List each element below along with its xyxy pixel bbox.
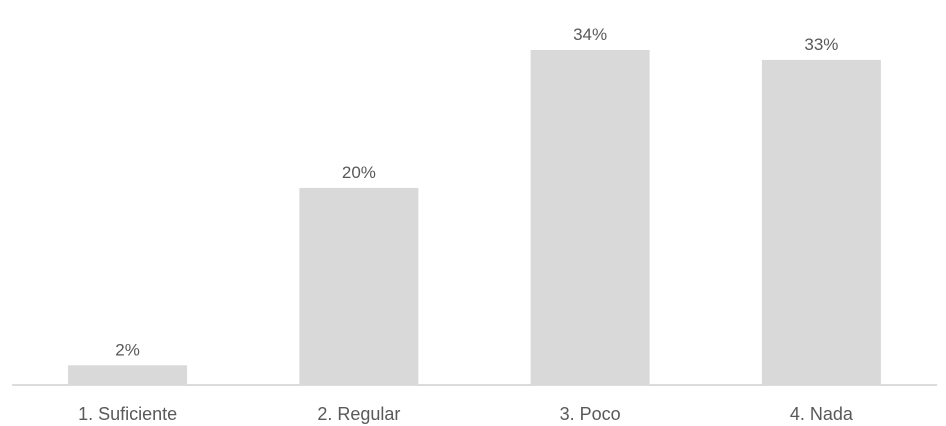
bar-2 [299,187,419,385]
category-label-1: 1. Suficiente [78,404,177,424]
category-label-2: 2. Regular [317,404,400,424]
data-label-3: 34% [573,25,607,44]
bar-4 [761,59,881,386]
data-labels-group: 2% 20% 34% 33% [115,25,838,359]
bar-1 [68,365,188,385]
data-label-2: 20% [342,163,376,182]
data-label-1: 2% [115,340,140,359]
bar-3 [530,50,650,385]
data-label-4: 33% [804,35,838,54]
bars-group [68,50,881,386]
category-label-3: 3. Poco [560,404,621,424]
category-labels-group: 1. Suficiente 2. Regular 3. Poco 4. Nada [78,404,854,424]
category-label-4: 4. Nada [790,404,854,424]
